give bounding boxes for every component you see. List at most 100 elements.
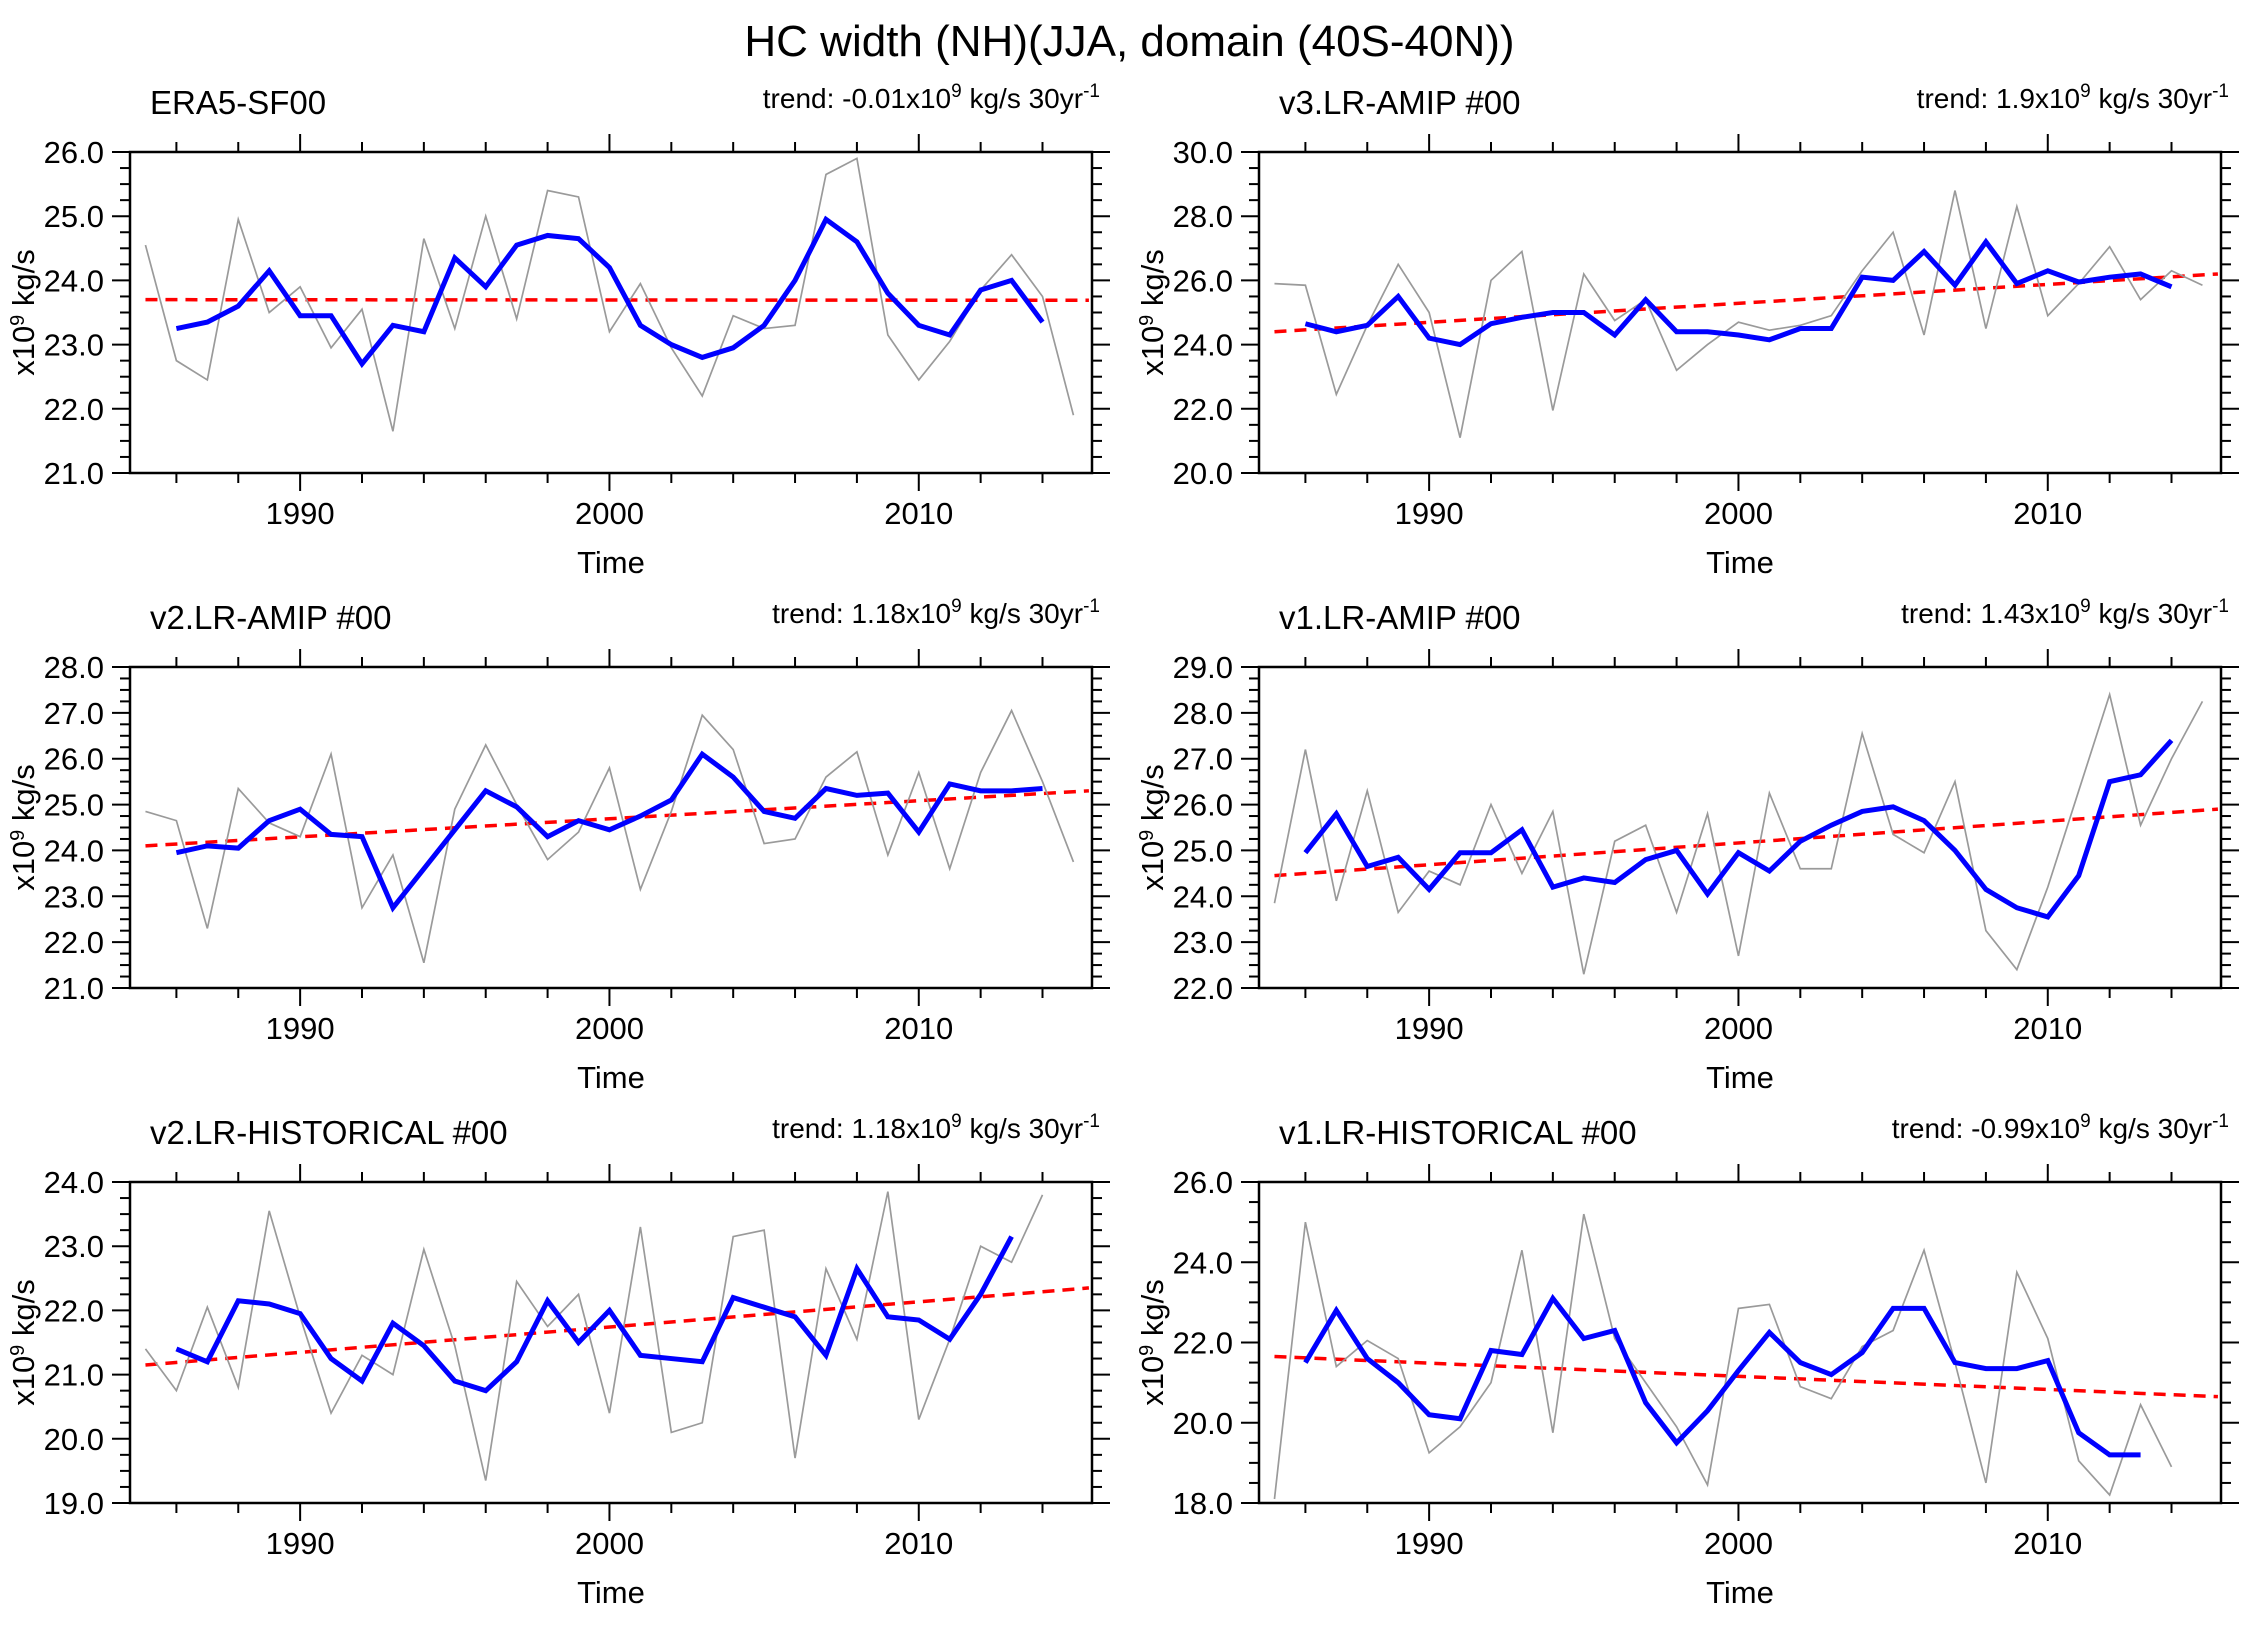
y-tick-label: 24.0 bbox=[44, 263, 104, 298]
y-tick-label: 28.0 bbox=[1173, 199, 1233, 234]
y-axis-label: x109 kg/s bbox=[1135, 249, 1170, 376]
smoothed-series bbox=[1303, 1293, 2141, 1458]
y-tick-label: 20.0 bbox=[1173, 456, 1233, 491]
x-tick-label: 2000 bbox=[575, 1011, 644, 1046]
x-tick-label: 1990 bbox=[1395, 1526, 1464, 1561]
x-axis-label: Time bbox=[577, 1575, 645, 1610]
x-tick-label: 1990 bbox=[266, 1526, 335, 1561]
y-tick-label: 26.0 bbox=[1173, 1165, 1233, 1200]
y-tick-label: 25.0 bbox=[1173, 833, 1233, 868]
y-tick-label: 26.0 bbox=[1173, 263, 1233, 298]
x-tick-label: 2000 bbox=[575, 496, 644, 531]
y-tick-label: 29.0 bbox=[1173, 650, 1233, 685]
panel-v2-lr-amip: 21.0 22.0 23.0 24.0 25.0 26.0 27.0 28.0 1990 2000… bbox=[0, 589, 1129, 1104]
y-tick-label: 23.0 bbox=[44, 1229, 104, 1264]
x-tick-label: 1990 bbox=[266, 496, 335, 531]
raw-series bbox=[144, 1191, 1044, 1481]
raw-series bbox=[1273, 691, 2204, 975]
y-tick-label: 23.0 bbox=[1173, 925, 1233, 960]
axis-ticks bbox=[1241, 1164, 2239, 1521]
smoothed-series bbox=[175, 750, 1043, 913]
smoothed-series bbox=[175, 215, 1045, 369]
trend-line bbox=[1274, 807, 2219, 878]
y-tick-label: 24.0 bbox=[44, 1165, 104, 1200]
y-tick-label: 22.0 bbox=[1173, 392, 1233, 427]
y-axis-label: x109 kg/s bbox=[6, 1279, 41, 1406]
trend-label: trend: -0.01x109 kg/s 30yr-1 bbox=[763, 81, 1100, 114]
y-tick-label: 20.0 bbox=[1173, 1406, 1233, 1441]
raw-series bbox=[145, 708, 1075, 964]
panel-title: v3.LR-AMIP #00 bbox=[1279, 84, 1521, 121]
y-tick-label: 24.0 bbox=[1173, 1245, 1233, 1280]
y-tick-label: 25.0 bbox=[44, 199, 104, 234]
y-tick-label: 18.0 bbox=[1173, 1486, 1233, 1521]
y-tick-label: 22.0 bbox=[1173, 1326, 1233, 1361]
panel-title: ERA5-SF00 bbox=[150, 84, 326, 121]
y-axis-label: x109 kg/s bbox=[6, 249, 41, 376]
x-tick-label: 2010 bbox=[884, 1526, 953, 1561]
y-axis-label: x109 kg/s bbox=[1135, 1279, 1170, 1406]
figure-title: HC width (NH)(JJA, domain (40S-40N)) bbox=[744, 17, 1515, 66]
y-tick-label: 26.0 bbox=[1173, 788, 1233, 823]
axis-ticks bbox=[112, 649, 1110, 1006]
smoothed-series bbox=[1303, 738, 2174, 920]
panel-title: v1.LR-HISTORICAL #00 bbox=[1279, 1114, 1637, 1151]
trend-line bbox=[145, 297, 1089, 303]
x-tick-label: 2010 bbox=[2013, 496, 2082, 531]
trend-label: trend: 1.18x109 kg/s 30yr-1 bbox=[772, 596, 1100, 629]
x-axis-label: Time bbox=[1706, 1060, 1774, 1095]
trend-line bbox=[1274, 272, 2219, 334]
y-axis-label: x109 kg/s bbox=[1135, 764, 1170, 891]
panel-title: v1.LR-AMIP #00 bbox=[1279, 599, 1521, 636]
x-axis-label: Time bbox=[1706, 1575, 1774, 1610]
trend-label: trend: 1.43x109 kg/s 30yr-1 bbox=[1901, 596, 2229, 629]
x-tick-label: 2000 bbox=[575, 1526, 644, 1561]
y-tick-label: 24.0 bbox=[1173, 328, 1233, 363]
plot-box bbox=[128, 150, 1094, 475]
y-tick-label: 22.0 bbox=[44, 925, 104, 960]
panel-chart-v3-lr-amip: 20.0 22.0 24.0 26.0 28.0 30.0 1990 2000 2010 v3.L… bbox=[1135, 81, 2239, 580]
x-tick-label: 2000 bbox=[1704, 496, 1773, 531]
panel-v1-lr-amip: 22.0 23.0 24.0 25.0 26.0 27.0 28.0 29.0 1990 2000… bbox=[1129, 589, 2258, 1104]
y-tick-label: 22.0 bbox=[44, 1293, 104, 1328]
x-tick-label: 2000 bbox=[1704, 1011, 1773, 1046]
y-tick-label: 21.0 bbox=[44, 1358, 104, 1393]
y-tick-label: 23.0 bbox=[44, 328, 104, 363]
axis-ticks bbox=[1241, 649, 2239, 1006]
y-tick-label: 30.0 bbox=[1173, 135, 1233, 170]
y-tick-label: 27.0 bbox=[44, 696, 104, 731]
panels-grid: 21.0 22.0 23.0 24.0 25.0 26.0 1990 2000 2010 ERA5… bbox=[0, 74, 2258, 1619]
y-tick-label: 26.0 bbox=[44, 135, 104, 170]
y-tick-label: 21.0 bbox=[44, 971, 104, 1006]
y-tick-label: 21.0 bbox=[44, 456, 104, 491]
x-axis-label: Time bbox=[577, 1060, 645, 1095]
panel-title: v2.LR-AMIP #00 bbox=[150, 599, 392, 636]
y-tick-label: 19.0 bbox=[44, 1486, 104, 1521]
plot-box bbox=[1257, 665, 2223, 990]
x-tick-label: 2010 bbox=[2013, 1526, 2082, 1561]
trend-label: trend: -0.99x109 kg/s 30yr-1 bbox=[1892, 1111, 2229, 1144]
x-tick-label: 2010 bbox=[884, 1011, 953, 1046]
axis-ticks bbox=[1241, 134, 2239, 491]
y-tick-label: 24.0 bbox=[1173, 879, 1233, 914]
panel-chart-era5-sf00: 21.0 22.0 23.0 24.0 25.0 26.0 1990 2000 2010 ERA5… bbox=[6, 81, 1110, 580]
y-tick-label: 22.0 bbox=[1173, 971, 1233, 1006]
axis-ticks bbox=[112, 134, 1110, 491]
x-tick-label: 2010 bbox=[2013, 1011, 2082, 1046]
panel-v3-lr-amip: 20.0 22.0 24.0 26.0 28.0 30.0 1990 2000 2010 v3.L… bbox=[1129, 74, 2258, 589]
panel-v1-lr-historical: 18.0 20.0 22.0 24.0 26.0 1990 2000 2010 v1.LR-HI… bbox=[1129, 1104, 2258, 1619]
raw-series bbox=[1274, 190, 2203, 438]
trend-line bbox=[145, 789, 1090, 848]
smoothed-series bbox=[1304, 237, 2173, 348]
panel-chart-v2-lr-amip: 21.0 22.0 23.0 24.0 25.0 26.0 27.0 28.0 1990 2000… bbox=[6, 596, 1110, 1095]
trend-line bbox=[145, 1286, 1090, 1367]
y-tick-label: 20.0 bbox=[44, 1422, 104, 1457]
x-tick-label: 2000 bbox=[1704, 1526, 1773, 1561]
x-tick-label: 1990 bbox=[1395, 1011, 1464, 1046]
y-tick-label: 23.0 bbox=[44, 879, 104, 914]
y-tick-label: 27.0 bbox=[1173, 742, 1233, 777]
x-axis-label: Time bbox=[577, 545, 645, 580]
raw-series bbox=[1273, 1213, 2173, 1500]
y-tick-label: 26.0 bbox=[44, 742, 104, 777]
